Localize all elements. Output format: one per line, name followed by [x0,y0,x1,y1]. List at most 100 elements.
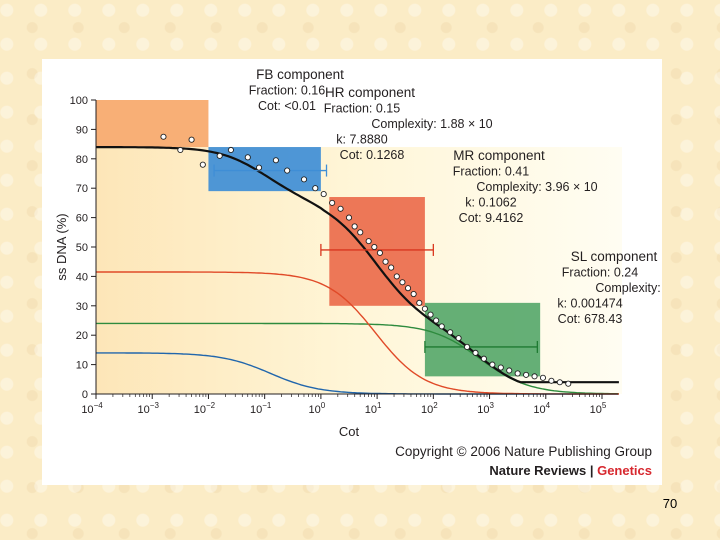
sl-component-curve [96,322,619,395]
y-tick-label: 100 [70,95,88,107]
data-point [272,157,279,164]
data-point [556,379,563,386]
data-point [497,364,504,371]
data-point [227,146,234,154]
data-point [199,161,206,168]
credit-separator: | [586,463,598,478]
figure-panel: 0 10 20 30 40 50 60 70 80 90 100 10−4 10−3 10−2 10−1 10… [42,59,662,485]
journal-name: Nature Reviews [489,463,587,478]
x-tick-label: 10−1 [250,401,272,416]
publisher-line: Nature Reviews | Genetics [372,463,652,478]
data-point [357,229,364,236]
x-axis-label: Cot [339,424,360,439]
slide-number: 70 [662,496,678,511]
x-tick-label: 10−2 [194,401,216,416]
x-tick-label: 103 [477,401,494,416]
mr-annotation-line: MR component [453,148,545,163]
data-point [410,290,417,298]
sl-annotation-line: Fraction: 0.24 [562,266,638,280]
data-point [337,205,344,212]
data-point [351,223,358,230]
y-tick-label: 40 [76,271,88,283]
data-point [345,214,353,221]
data-point [388,264,395,271]
x-tick-label: 102 [421,401,438,416]
data-point [427,311,434,318]
copyright-text: Copyright © 2006 Nature Publishing Group [395,444,652,459]
data-point [160,133,167,140]
data-point [255,164,263,171]
hr-annotation-line: Cot: 0.1268 [340,148,405,162]
fb-annotation-line: Cot: <0.01 [258,99,316,113]
hr-annotation-line: Complexity: 1.88 × 10 [371,117,492,131]
fb-annotation-line: Fraction: 0.16 [249,84,325,98]
data-point [371,243,378,251]
hr-component-block [208,147,321,192]
data-point [188,136,195,143]
data-point [244,154,251,161]
data-point [438,323,445,330]
sl-component-block [424,302,541,377]
y-tick-label: 80 [76,154,88,166]
mr-annotation-line: Complexity: 3.96 × 10 [476,180,597,194]
data-point [531,373,538,380]
fb-annotation-line: FB component [256,67,344,82]
y-tick-label: 60 [76,213,88,225]
data-point [548,377,555,384]
y-tick-label: 30 [76,301,88,313]
data-point [216,152,223,159]
sl-annotation-line: Cot: 678.43 [558,312,623,326]
data-point [404,285,412,292]
mr-annotation-line: Fraction: 0.41 [453,165,529,179]
data-point [177,146,184,154]
data-point [523,371,530,378]
mr-annotation-line: k: 0.1062 [465,196,516,210]
y-axis-label: ss DNA (%) [54,213,69,280]
data-point [382,258,389,265]
hr-annotation-line: HR component [325,85,415,100]
y-tick-label: 20 [76,330,88,342]
data-point [329,199,336,206]
data-point [489,361,496,368]
hr-annotation-line: Fraction: 0.15 [324,102,400,116]
x-tick-label: 100 [309,401,326,416]
y-tick-label: 0 [82,389,88,401]
sl-annotation-line: SL component [571,249,658,264]
cot-curve-chart: 0 10 20 30 40 50 60 70 80 90 100 10−4 10−3 10−2 10−1 10… [54,67,662,439]
data-point [447,329,454,336]
sl-annotation-line: k: 0.001474 [557,297,622,311]
data-point [320,191,327,198]
data-point [472,349,479,356]
x-tick-label: 10−3 [138,401,160,416]
journal-section: Genetics [597,463,652,478]
x-tick-label: 104 [533,401,550,416]
data-point [312,185,319,192]
x-tick-label: 10−4 [81,401,103,416]
y-tick-label: 70 [76,183,88,195]
data-point [416,299,423,306]
data-point [421,305,428,312]
y-tick-label: 10 [76,360,88,372]
x-tick-label: 101 [365,401,382,416]
data-point [365,238,372,245]
data-point [300,176,308,183]
y-tick-label: 50 [76,242,88,254]
data-point [376,249,383,256]
data-point [514,370,521,377]
sl-annotation-line: Complexity: 1.64 × 10 [595,281,662,295]
data-point [480,355,487,362]
mr-annotation-line: Cot: 9.4162 [459,211,524,225]
data-point [284,167,291,174]
data-point [455,335,462,342]
y-tick-label: 90 [76,124,88,136]
data-point [464,343,471,351]
data-point [539,374,547,381]
data-point [433,317,440,324]
data-point [565,380,572,387]
x-tick-label: 105 [590,401,607,416]
data-point [506,367,513,374]
data-point [393,273,400,280]
hr-annotation-line: k: 7.8880 [336,133,387,147]
total-fit-curve [96,146,619,384]
data-point [399,279,406,286]
